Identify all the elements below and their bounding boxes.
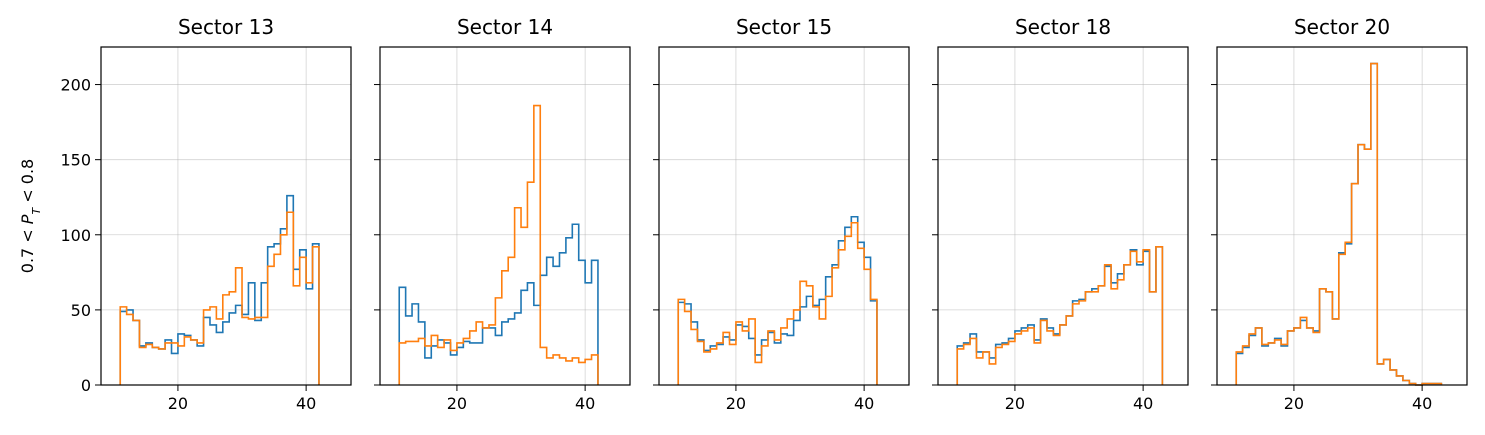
x-tick-label: 40 (1133, 394, 1153, 413)
y-tick-label: 100 (60, 226, 91, 245)
axes-frame (658, 46, 910, 386)
x-tick-label: 20 (447, 394, 467, 413)
panel-2: 20 40 Sector 14 (374, 15, 631, 413)
y-tick-label: 0 (81, 376, 91, 395)
axes-frame (1216, 46, 1468, 386)
panel-title: Sector 15 (736, 15, 832, 39)
histogram-series-orange (677, 221, 878, 385)
axes-frame (937, 46, 1189, 386)
x-tick-label: 40 (854, 394, 874, 413)
histogram-series-blue (119, 194, 320, 385)
y-tick-label: 200 (60, 76, 91, 95)
x-tick-label: 40 (575, 394, 595, 413)
histogram-series-orange (956, 245, 1164, 385)
histogram-series-orange (398, 104, 599, 385)
histogram-series-blue (1235, 62, 1443, 386)
histogram-series-blue (398, 223, 599, 385)
y-tick-label: 150 (60, 151, 91, 170)
histogram-series-orange (119, 211, 320, 385)
panel-4: 20 40 Sector 18 (932, 15, 1189, 413)
axes-frame (100, 46, 352, 386)
y-axis-label: 0.7 < PT < 0.8 (18, 159, 43, 273)
x-tick-label: 40 (296, 394, 316, 413)
x-tick-label: 20 (726, 394, 746, 413)
axes-frame (379, 46, 631, 386)
x-tick-label: 20 (1284, 394, 1304, 413)
panel-title: Sector 20 (1294, 15, 1390, 39)
panel-3: 20 40 Sector 15 (653, 15, 910, 413)
panel-title: Sector 13 (178, 15, 274, 39)
panel-5: 20 40 Sector 20 (1211, 15, 1468, 413)
histogram-series-blue (677, 215, 878, 385)
panel-1: 0 50 100 150 200 20 40 Sector 13 (60, 15, 352, 413)
x-tick-label: 20 (168, 394, 188, 413)
histogram-series-blue (956, 245, 1164, 385)
panel-title: Sector 18 (1015, 15, 1111, 39)
x-tick-label: 20 (1005, 394, 1025, 413)
panel-title: Sector 14 (457, 15, 553, 39)
histogram-series-orange (1235, 62, 1443, 386)
y-tick-label: 50 (71, 301, 91, 320)
x-tick-label: 40 (1412, 394, 1432, 413)
